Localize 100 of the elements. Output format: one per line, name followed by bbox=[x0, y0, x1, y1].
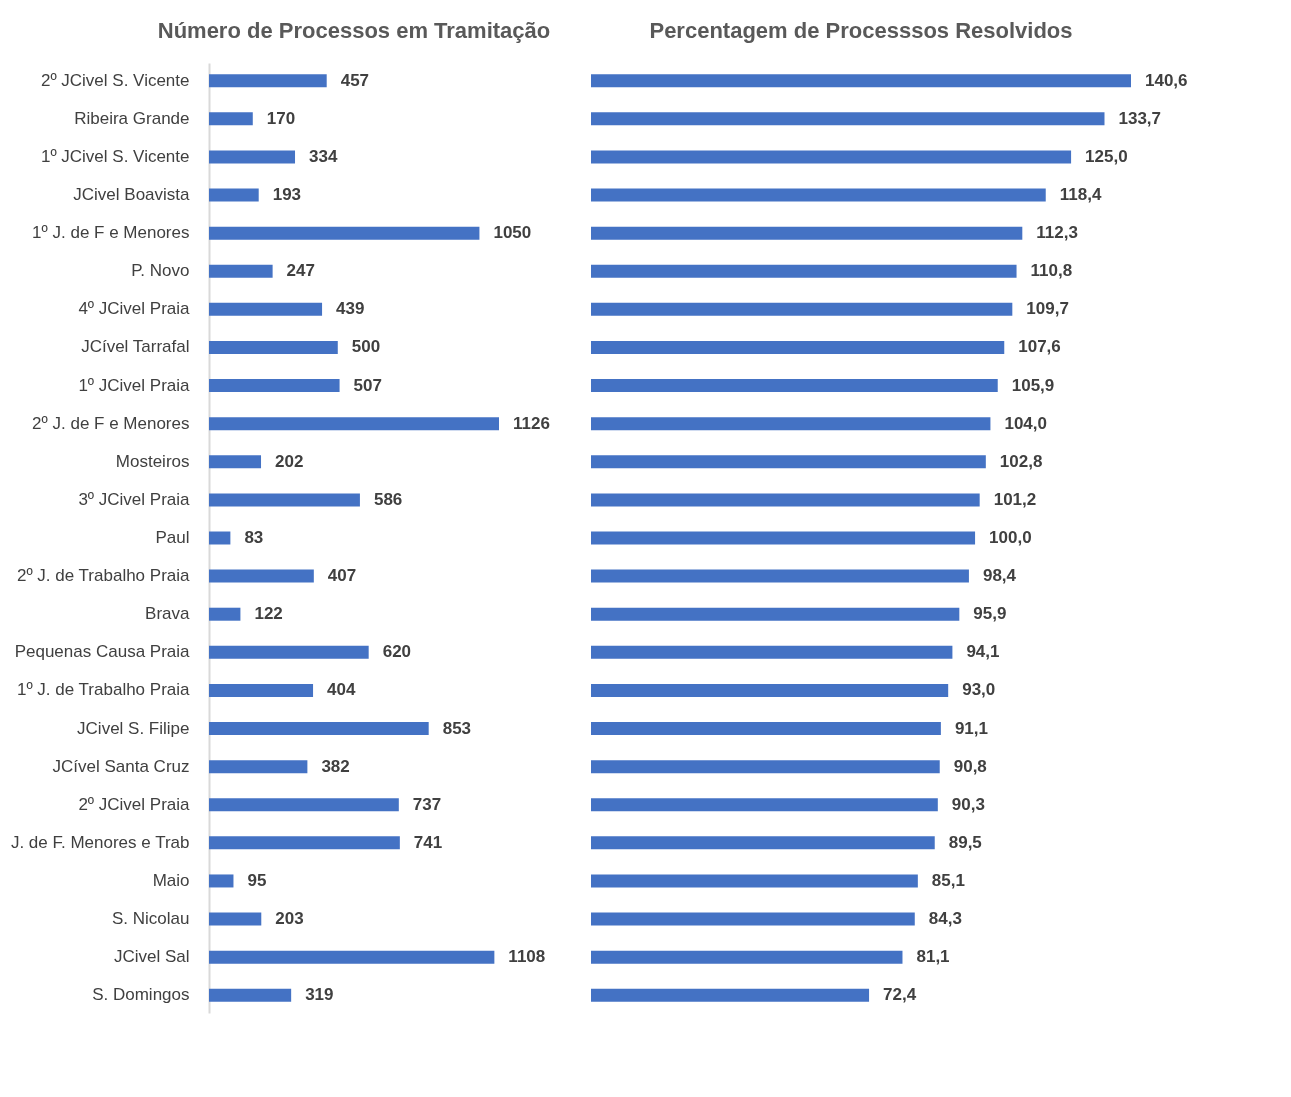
data-label: 101,2 bbox=[993, 489, 1037, 509]
data-label: 100,0 bbox=[989, 528, 1032, 547]
y-tick-label: Mosteiros bbox=[115, 451, 190, 471]
data-label: 500 bbox=[351, 337, 381, 357]
data-label: 334 bbox=[309, 146, 338, 166]
bar bbox=[209, 379, 340, 393]
bar bbox=[591, 150, 1072, 164]
bar bbox=[591, 836, 935, 850]
data-label: 853 bbox=[442, 718, 472, 738]
bar bbox=[209, 417, 499, 431]
bar bbox=[209, 455, 262, 469]
y-tick-label: Brava bbox=[145, 604, 191, 624]
y-tick-label: Ribeira Grande bbox=[74, 108, 190, 128]
bar bbox=[209, 226, 480, 240]
data-label: 122 bbox=[254, 604, 283, 624]
y-tick-label: JCível Tarrafal bbox=[81, 337, 190, 357]
bar bbox=[591, 798, 938, 812]
bar bbox=[591, 264, 1017, 278]
data-label: 105,9 bbox=[1011, 375, 1055, 395]
bar bbox=[209, 722, 429, 736]
y-tick-label: 1º JCivel S. Vicente bbox=[40, 146, 190, 166]
bar bbox=[591, 531, 976, 545]
bar bbox=[591, 379, 998, 393]
bar bbox=[591, 760, 940, 774]
bar bbox=[209, 150, 296, 164]
bar bbox=[209, 493, 360, 507]
bar bbox=[591, 912, 915, 926]
data-label: 737 bbox=[412, 794, 442, 814]
y-tick-label: 1º JCivel Praia bbox=[78, 375, 191, 395]
data-label: 140,6 bbox=[1145, 70, 1188, 90]
data-label: 382 bbox=[321, 756, 350, 776]
bar bbox=[209, 836, 400, 850]
y-tick-label: P. Novo bbox=[131, 261, 190, 281]
bar bbox=[591, 722, 941, 736]
data-label: 507 bbox=[353, 375, 382, 395]
bar bbox=[209, 798, 399, 812]
data-label: 110,8 bbox=[1030, 261, 1073, 281]
data-label: 95,9 bbox=[973, 604, 1007, 624]
bar bbox=[591, 340, 1005, 354]
data-label: 1108 bbox=[508, 947, 546, 967]
data-label: 125,0 bbox=[1085, 146, 1128, 166]
data-label: 407 bbox=[327, 566, 357, 586]
bar bbox=[591, 874, 918, 888]
bar bbox=[209, 302, 323, 316]
bar bbox=[591, 455, 986, 469]
data-label: 85,1 bbox=[931, 870, 965, 890]
data-label: 202 bbox=[275, 451, 304, 471]
y-tick-label: S. Domingos bbox=[92, 985, 190, 1005]
bar bbox=[209, 188, 259, 202]
chart-title: Número de Processos em Tramitação bbox=[157, 18, 551, 43]
bar bbox=[209, 874, 234, 888]
data-label: 620 bbox=[382, 642, 412, 662]
bar bbox=[591, 226, 1023, 240]
data-label: 104,0 bbox=[1004, 413, 1047, 433]
bar bbox=[209, 950, 495, 964]
data-label: 107,6 bbox=[1018, 337, 1061, 357]
data-label: 72,4 bbox=[883, 985, 917, 1005]
data-label: 439 bbox=[336, 299, 365, 319]
bar bbox=[209, 683, 314, 697]
y-tick-label: 1º J. de Trabalho Praia bbox=[16, 680, 191, 700]
data-label: 1126 bbox=[513, 413, 550, 433]
data-label: 203 bbox=[275, 909, 304, 929]
bar bbox=[209, 112, 253, 126]
bar bbox=[209, 531, 231, 545]
bar bbox=[209, 607, 241, 621]
y-tick-label: 3º JCivel Praia bbox=[78, 489, 191, 509]
y-tick-label: 1º J. de F e Menores bbox=[32, 223, 190, 243]
y-tick-label: Maio bbox=[152, 870, 190, 890]
bar bbox=[209, 264, 273, 278]
data-label: 91,1 bbox=[954, 718, 988, 738]
data-label: 404 bbox=[327, 680, 356, 700]
data-label: 109,7 bbox=[1026, 299, 1069, 319]
bar bbox=[591, 988, 870, 1002]
data-label: 90,8 bbox=[953, 756, 987, 776]
bar bbox=[209, 569, 314, 583]
data-label: 193 bbox=[272, 185, 302, 205]
data-label: 118,4 bbox=[1059, 185, 1102, 205]
bar bbox=[209, 760, 308, 774]
data-label: 170 bbox=[266, 108, 296, 128]
bar bbox=[209, 912, 262, 926]
data-label: 133,7 bbox=[1118, 108, 1162, 128]
bar bbox=[591, 188, 1046, 202]
data-label: 89,5 bbox=[948, 832, 982, 852]
data-label: 1050 bbox=[493, 223, 532, 243]
y-tick-label: JCível Santa Cruz bbox=[52, 756, 190, 776]
bar bbox=[591, 302, 1013, 316]
chart-title: Percentagem de Processsos Resolvidos bbox=[649, 18, 1073, 43]
y-tick-label: 2º J. de Trabalho Praia bbox=[16, 566, 191, 586]
bar bbox=[591, 493, 980, 507]
bar bbox=[591, 74, 1131, 88]
bar bbox=[209, 340, 338, 354]
bar bbox=[591, 683, 949, 697]
y-tick-label: Pequenas Causa Praia bbox=[14, 642, 191, 662]
y-tick-label: Paul bbox=[155, 528, 190, 547]
data-label: 84,3 bbox=[928, 909, 962, 929]
data-label: 94,1 bbox=[966, 642, 1000, 662]
data-label: 102,8 bbox=[999, 451, 1043, 471]
bar bbox=[591, 645, 953, 659]
y-tick-label: JCivel Boavista bbox=[73, 185, 191, 205]
data-label: 112,3 bbox=[1036, 223, 1078, 243]
